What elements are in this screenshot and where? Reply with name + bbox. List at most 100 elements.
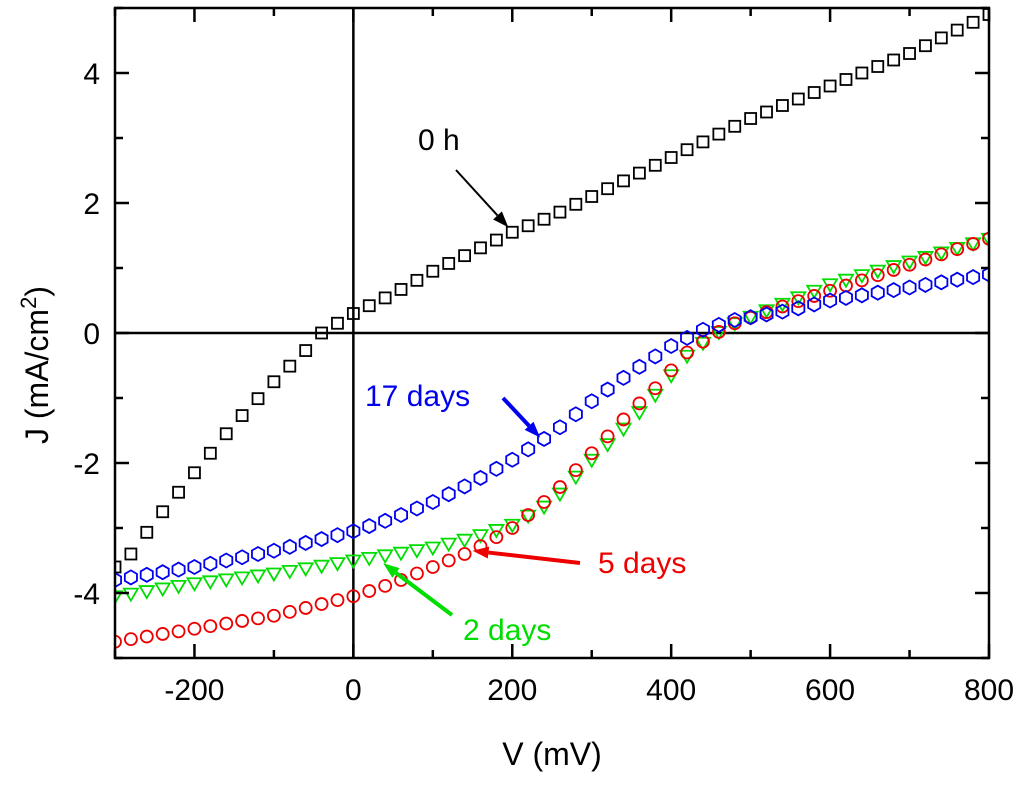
data-point: [282, 604, 297, 619]
data-point: [138, 585, 156, 600]
annotation-17-days: 17 days: [365, 380, 541, 438]
data-point: [823, 292, 838, 309]
data-point: [346, 307, 360, 320]
data-point: [600, 429, 615, 444]
data-point: [791, 300, 806, 317]
data-point: [600, 381, 615, 398]
annotation-arrow-shaft: [455, 169, 499, 217]
data-point: [298, 534, 313, 551]
data-point: [505, 225, 519, 239]
data-point: [934, 247, 949, 262]
data-point: [807, 86, 821, 99]
data-point: [489, 530, 504, 544]
annotation-2-days: 2 days: [383, 563, 551, 647]
data-point: [982, 8, 989, 21]
y-tick-label: 4: [83, 58, 100, 91]
data-point: [568, 406, 583, 423]
data-point: [789, 291, 807, 307]
data-point: [646, 388, 664, 404]
y-axis-title-sup: 2: [16, 297, 41, 309]
data-point: [267, 608, 281, 623]
data-point: [394, 283, 408, 296]
data-point: [409, 500, 424, 517]
data-point: [505, 521, 520, 535]
data-point: [283, 359, 297, 373]
data-point: [266, 542, 281, 559]
data-point: [887, 53, 901, 67]
data-point: [115, 634, 122, 649]
data-point: [282, 538, 297, 555]
data-point: [314, 531, 329, 548]
data-point: [950, 242, 965, 257]
data-point: [457, 547, 472, 561]
data-point: [426, 264, 440, 278]
data-point: [630, 406, 648, 421]
data-point: [203, 446, 217, 460]
data-point: [711, 316, 726, 333]
y-axis-title: J (mA/cm2): [16, 286, 55, 444]
data-point: [456, 533, 474, 549]
data-point: [281, 565, 299, 580]
data-point: [489, 233, 503, 247]
data-point: [601, 182, 615, 196]
data-point: [950, 23, 964, 37]
data-point: [839, 289, 853, 306]
data-point: [185, 577, 204, 593]
data-point: [521, 441, 536, 458]
data-point: [551, 487, 569, 503]
annotation-arrow-shaft: [394, 571, 454, 617]
data-point: [473, 469, 488, 486]
data-point: [521, 508, 536, 522]
data-point: [918, 276, 933, 293]
data-point: [537, 212, 551, 226]
data-point: [633, 166, 646, 180]
data-point: [235, 409, 249, 422]
series-layer: [115, 8, 989, 649]
data-point: [408, 544, 426, 559]
data-point: [537, 495, 551, 509]
data-point: [156, 505, 170, 519]
data-point: [378, 291, 392, 305]
data-point: [267, 375, 281, 389]
series-17-days: [115, 266, 989, 589]
data-point: [219, 427, 233, 441]
data-point: [458, 249, 472, 263]
data-point: [441, 486, 456, 503]
annotation-label: 2 days: [463, 614, 551, 647]
data-point: [583, 453, 601, 469]
data-point: [123, 632, 138, 647]
data-point: [330, 593, 345, 608]
data-point: [966, 237, 981, 251]
data-point: [394, 506, 409, 524]
data-point: [487, 524, 505, 539]
data-point: [249, 569, 267, 585]
data-point: [870, 268, 885, 283]
data-point: [854, 287, 869, 304]
x-tick-label: -200: [164, 674, 224, 707]
data-point: [187, 621, 202, 636]
x-tick-label: 200: [487, 674, 537, 707]
data-point: [744, 112, 758, 125]
data-point: [378, 578, 393, 593]
series-0-h: [115, 8, 989, 574]
annotations-layer: 0 h 17 days 5 days 2 days: [365, 124, 686, 647]
data-point: [362, 518, 377, 535]
data-point: [696, 135, 710, 149]
data-point: [188, 466, 201, 480]
data-point: [251, 392, 265, 406]
data-point: [123, 569, 138, 586]
data-point: [616, 369, 631, 386]
data-point: [115, 571, 122, 589]
data-point: [980, 232, 989, 248]
data-point: [839, 73, 853, 86]
annotation-label: 0 h: [418, 124, 460, 157]
data-point: [934, 274, 949, 291]
data-point: [155, 627, 170, 641]
data-point: [617, 174, 630, 188]
data-point: [297, 562, 315, 578]
data-point: [519, 509, 537, 525]
data-point: [235, 614, 250, 628]
annotation-arrow-head: [383, 563, 400, 578]
data-point: [919, 39, 932, 53]
data-point: [711, 325, 726, 339]
